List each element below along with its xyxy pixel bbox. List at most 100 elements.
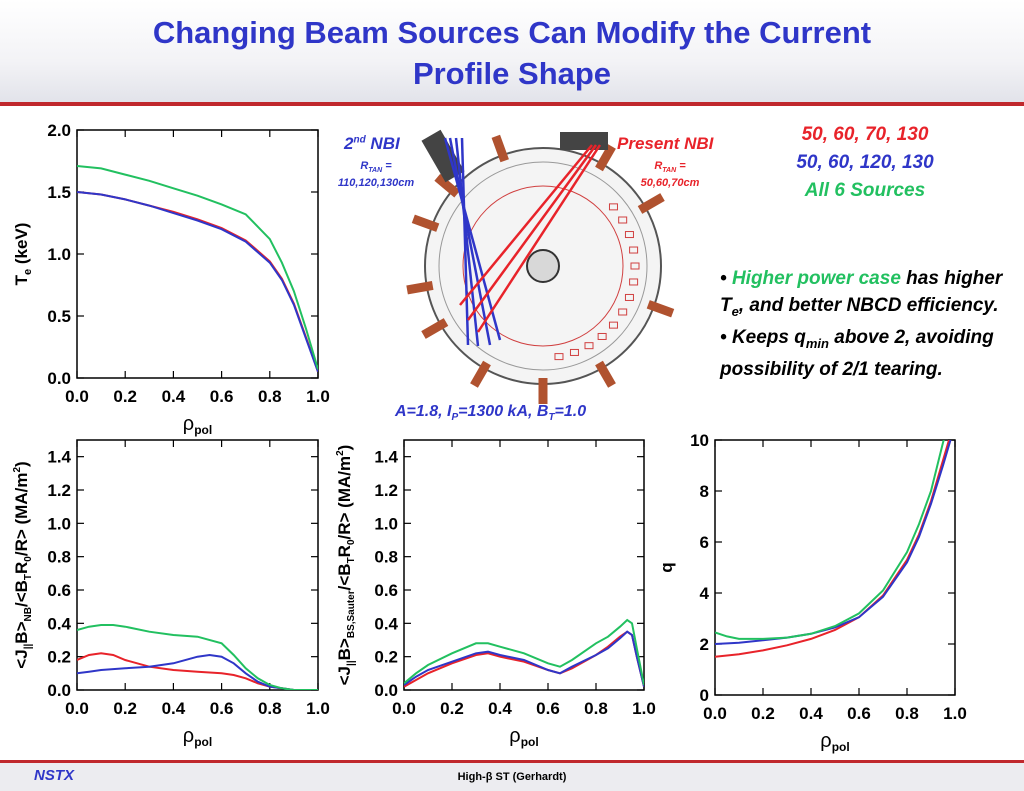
jnb-y-tick-label: 0.8 bbox=[47, 548, 71, 567]
rf-antenna-strap bbox=[618, 216, 628, 224]
te-x-tick-label: 1.0 bbox=[306, 387, 330, 406]
port-flange bbox=[421, 318, 449, 339]
slide-title-line1: Changing Beam Sources Can Modify the Cur… bbox=[152, 15, 872, 50]
jbs-x-tick-label: 0.2 bbox=[440, 699, 464, 718]
slide-title-line2: Profile Shape bbox=[412, 56, 612, 91]
q-y-tick-label: 6 bbox=[700, 533, 709, 552]
te-x-tick-label: 0.4 bbox=[162, 387, 186, 406]
nstx-label: NSTX bbox=[34, 767, 75, 784]
port-flange bbox=[470, 360, 491, 388]
jbs-y-tick-label: 0.4 bbox=[374, 614, 398, 633]
port-flange bbox=[434, 173, 461, 198]
legend-case-green: All 6 Sources bbox=[804, 180, 926, 201]
nbi1-beam-3 bbox=[476, 144, 602, 333]
te-y-tick-label: 0.5 bbox=[47, 307, 71, 326]
q-x-tick-label: 0.4 bbox=[799, 704, 823, 723]
jbs-x-tick-label: 0.4 bbox=[488, 699, 512, 718]
rf-antenna-strap bbox=[624, 293, 634, 301]
header-band bbox=[0, 0, 1024, 102]
bullet-list: • Higher power case has higher Te, and b… bbox=[720, 266, 1020, 384]
plasma-parameters: A=1.8, IP=1300 kA, BT=1.0 bbox=[395, 403, 587, 424]
footer-divider bbox=[0, 760, 1024, 763]
jnb-y-tick-label: 1.4 bbox=[47, 448, 71, 467]
jbs-x-tick-label: 1.0 bbox=[632, 699, 656, 718]
q-x-axis-label: ρpol bbox=[820, 730, 849, 754]
jnb-y-axis-label: <J||B>NB/<BTR0/R> (MA/m2) bbox=[12, 461, 34, 668]
plasma-boundary bbox=[462, 185, 624, 347]
port-flange bbox=[595, 360, 616, 388]
rf-antenna-strap bbox=[608, 321, 618, 329]
rf-antenna-strap bbox=[608, 203, 618, 211]
port-flange bbox=[646, 300, 675, 318]
rf-antenna-strap bbox=[629, 278, 639, 286]
port-flange bbox=[491, 134, 509, 163]
q-x-tick-label: 0.0 bbox=[703, 704, 727, 723]
rf-antenna-strap bbox=[597, 332, 607, 340]
te-x-axis-label: ρpol bbox=[183, 413, 212, 437]
jnb-plot-frame bbox=[76, 439, 319, 691]
port-flange bbox=[595, 144, 616, 172]
q-x-tick-label: 0.2 bbox=[751, 704, 775, 723]
jnb-y-tick-label: 1.0 bbox=[47, 514, 71, 533]
bullet-2: • Keeps qmin above 2, avoiding possibili… bbox=[720, 326, 994, 381]
rf-antenna-strap bbox=[584, 342, 594, 350]
jbs-y-tick-label: 0.0 bbox=[374, 681, 398, 700]
te-y-tick-label: 0.0 bbox=[47, 369, 71, 388]
jnb-y-tick-label: 0.2 bbox=[47, 648, 71, 667]
jnb-x-tick-label: 0.8 bbox=[258, 699, 282, 718]
port-flange bbox=[411, 214, 440, 232]
header-divider bbox=[0, 102, 1024, 106]
te-y-tick-label: 1.0 bbox=[47, 245, 71, 264]
nbi1-rtan: RTAN = 50,60,70cm bbox=[640, 160, 700, 190]
jbs-x-tick-label: 0.8 bbox=[584, 699, 608, 718]
nbi1-title: Present NBI bbox=[617, 134, 714, 153]
nbi2-beam-4 bbox=[460, 137, 470, 346]
bullet-1: • Higher power case has higher Te, and b… bbox=[720, 268, 1003, 319]
rf-antenna bbox=[554, 203, 640, 361]
jnb-y-tick-label: 1.2 bbox=[47, 481, 71, 500]
jbs-plot-frame bbox=[403, 439, 645, 691]
te-series-green bbox=[77, 165, 318, 370]
nbi2-beam-1 bbox=[443, 137, 502, 341]
rf-antenna-strap bbox=[618, 308, 628, 316]
q-x-tick-label: 1.0 bbox=[943, 704, 967, 723]
center-stack bbox=[526, 249, 560, 283]
q-y-tick-label: 4 bbox=[700, 584, 710, 603]
jbs-y-tick-label: 1.2 bbox=[374, 481, 398, 500]
jnb-y-tick-label: 0.0 bbox=[47, 681, 71, 700]
port-flange bbox=[637, 193, 665, 214]
te-y-tick-label: 2.0 bbox=[47, 121, 71, 140]
chart-jnb: 0.0 0.2 0.4 0.6 0.8 1.0 0.0 0.2 0.4 0.6 0.8 1.0 1.2 1… bbox=[12, 439, 330, 749]
te-x-tick-label: 0.6 bbox=[210, 387, 234, 406]
nbi2-beam-2 bbox=[448, 137, 492, 346]
q-series-blue bbox=[715, 440, 952, 645]
vessel-inner-wall bbox=[438, 161, 648, 371]
jnb-x-tick-label: 0.0 bbox=[65, 699, 89, 718]
te-x-tick-label: 0.8 bbox=[258, 387, 282, 406]
jbs-y-tick-label: 1.4 bbox=[374, 448, 398, 467]
jbs-y-axis-label: <J||B>BS,Sauter/<BTR0/R> (MA/m2) bbox=[335, 445, 357, 686]
q-y-axis-label: q bbox=[657, 562, 676, 572]
footer-credit: High-β ST (Gerhardt) bbox=[457, 771, 567, 783]
nbi1-box bbox=[560, 132, 608, 150]
jbs-y-tick-label: 0.8 bbox=[374, 548, 398, 567]
port-flange bbox=[406, 281, 434, 295]
q-plot-frame bbox=[714, 439, 956, 696]
jbs-series-green bbox=[404, 618, 644, 686]
jbs-x-axis-label: ρpol bbox=[509, 725, 538, 749]
q-y-tick-label: 8 bbox=[700, 482, 709, 501]
jbs-series-blue bbox=[404, 630, 644, 687]
jnb-series-green bbox=[77, 624, 318, 690]
legend-case-blue: 50, 60, 120, 130 bbox=[796, 152, 934, 173]
legend-case-red: 50, 60, 70, 130 bbox=[801, 124, 929, 145]
te-x-tick-label: 0.0 bbox=[65, 387, 89, 406]
rf-antenna-strap bbox=[569, 348, 579, 356]
rf-antenna-strap bbox=[624, 231, 634, 239]
jnb-y-tick-label: 0.4 bbox=[47, 614, 71, 633]
te-y-tick-label: 1.5 bbox=[47, 183, 71, 202]
jnb-y-tick-label: 0.6 bbox=[47, 581, 71, 600]
rf-antenna-strap bbox=[629, 246, 639, 254]
chart-jbs: 0.0 0.2 0.4 0.6 0.8 1.0 0.0 0.2 0.4 0.6 0.8 1.0 1.2 1… bbox=[335, 439, 656, 749]
te-series-blue bbox=[77, 191, 318, 373]
